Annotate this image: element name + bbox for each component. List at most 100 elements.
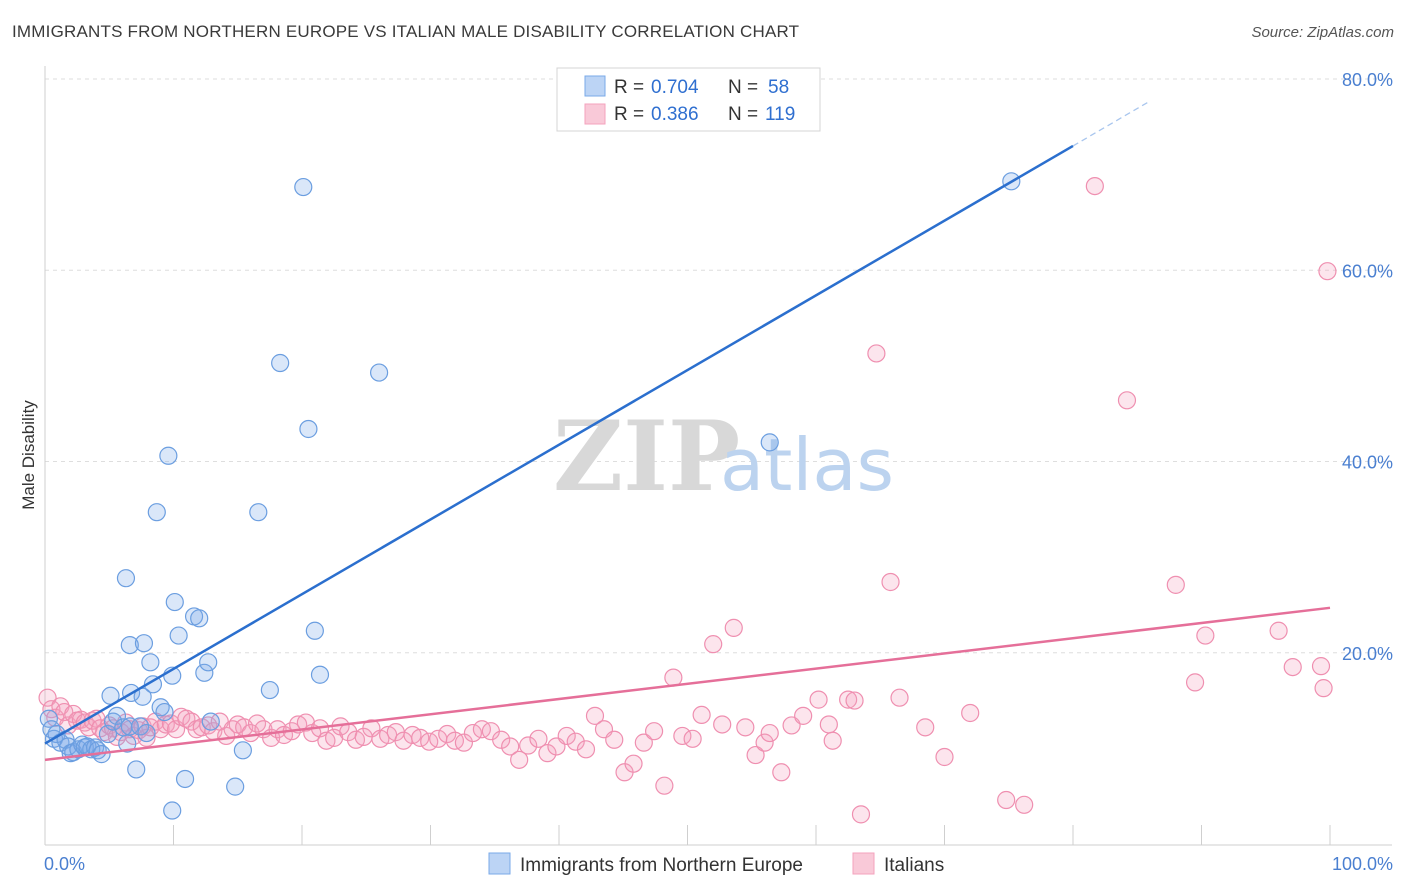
point-italians: [713, 715, 732, 734]
point-italians: [736, 718, 755, 737]
point-italians: [585, 706, 605, 725]
point-italians: [492, 730, 511, 749]
point-immigrants: [107, 706, 127, 725]
point-immigrants: [260, 680, 279, 700]
point-italians: [137, 728, 156, 747]
point-italians: [683, 729, 702, 748]
legend-swatch-immigrants: [584, 75, 606, 97]
chart-title: IMMIGRANTS FROM NORTHERN EUROPE VS ITALI…: [12, 22, 800, 41]
point-italians: [538, 744, 557, 763]
legend-n-value-2: 119: [765, 104, 795, 125]
point-immigrants: [165, 592, 184, 612]
legend-r-value-1: 0.704: [651, 77, 699, 98]
y-tick-labels: 20.0% 40.0% 60.0% 80.0%: [1342, 70, 1393, 664]
y-axis-label: Male Disability: [19, 400, 38, 510]
point-italians: [772, 763, 791, 782]
point-italians: [445, 731, 465, 750]
legend-r-label-1: R =: [614, 77, 644, 98]
y-tick-label: 20.0%: [1342, 644, 1393, 664]
grid-lines: [45, 78, 1392, 654]
point-immigrants: [163, 801, 182, 820]
watermark-atlas: atlas: [720, 423, 894, 507]
x-tick-label-max: 100.0%: [1332, 854, 1393, 874]
point-italians: [890, 688, 909, 707]
point-italians: [1166, 575, 1185, 594]
point-italians: [1318, 262, 1337, 281]
point-italians: [411, 728, 430, 747]
point-immigrants: [116, 569, 136, 588]
point-italians: [38, 688, 57, 707]
point-immigrants: [370, 363, 389, 382]
trend-line-immigrants: [44, 144, 1074, 745]
series-italians-points: [38, 177, 1337, 824]
point-italians: [1314, 679, 1333, 698]
watermark-zip: ZIP: [553, 400, 740, 513]
point-italians: [839, 690, 858, 709]
point-italians: [519, 736, 538, 755]
point-italians: [644, 722, 664, 741]
point-italians: [881, 572, 900, 592]
point-immigrants: [249, 503, 268, 522]
watermark: ZIP atlas: [553, 400, 894, 513]
point-immigrants: [195, 663, 214, 682]
y-tick-label: 40.0%: [1342, 453, 1393, 473]
point-immigrants: [201, 712, 220, 731]
point-immigrants: [39, 709, 58, 728]
point-immigrants: [294, 177, 313, 197]
point-italians: [1269, 621, 1288, 640]
source-label: Source: ZipAtlas.com: [1251, 24, 1394, 41]
point-immigrants: [127, 760, 146, 779]
point-immigrants: [760, 433, 779, 452]
point-italians: [794, 706, 813, 725]
point-italians: [845, 691, 864, 710]
legend-bottom-label-immigrants: Immigrants from Northern Europe: [520, 855, 803, 876]
point-italians: [501, 737, 520, 756]
point-italians: [724, 618, 743, 637]
point-italians: [692, 705, 711, 725]
series-immigrants-points: [39, 172, 1021, 820]
legend-top: R = 0.704 N = 58 R = 0.386 N = 119: [556, 67, 821, 132]
point-italians: [529, 729, 548, 748]
point-italians: [819, 715, 838, 734]
legend-swatch-italians: [584, 103, 606, 125]
legend-bottom-swatch-immigrants: [488, 852, 511, 875]
trend-line-immigrants-extension: [1072, 100, 1151, 147]
point-italians: [624, 754, 643, 773]
trend-line-italians: [44, 606, 1331, 762]
point-italians: [1311, 657, 1331, 676]
point-italians: [55, 702, 74, 722]
point-italians: [605, 730, 624, 749]
point-immigrants: [143, 675, 163, 694]
point-immigrants: [299, 419, 318, 439]
point-italians: [217, 726, 236, 746]
point-italians: [746, 745, 765, 765]
point-italians: [1015, 795, 1034, 814]
point-italians: [755, 733, 774, 752]
point-italians: [634, 733, 653, 752]
legend-r-value-2: 0.386: [651, 104, 699, 125]
legend-bottom-label-italians: Italians: [884, 855, 944, 876]
legend-n-label-2: N =: [728, 104, 758, 125]
point-immigrants: [141, 653, 160, 672]
legend-n-value-1: 58: [768, 77, 789, 98]
point-italians: [576, 740, 596, 759]
point-italians: [997, 790, 1016, 810]
point-italians: [673, 726, 692, 746]
point-italians: [704, 635, 723, 654]
point-italians: [463, 723, 483, 743]
point-immigrants: [147, 503, 166, 522]
legend-r-label-2: R =: [614, 104, 644, 125]
point-immigrants: [155, 702, 174, 722]
legend-n-label-1: N =: [728, 77, 758, 98]
point-immigrants: [86, 738, 105, 757]
point-italians: [362, 719, 381, 738]
point-immigrants: [120, 635, 139, 655]
point-immigrants: [159, 446, 178, 465]
point-italians: [557, 726, 576, 746]
point-italians: [760, 723, 779, 743]
point-immigrants: [169, 626, 188, 645]
point-italians: [192, 718, 211, 737]
point-italians: [472, 720, 491, 739]
point-italians: [1085, 177, 1104, 196]
point-immigrants: [310, 665, 330, 684]
